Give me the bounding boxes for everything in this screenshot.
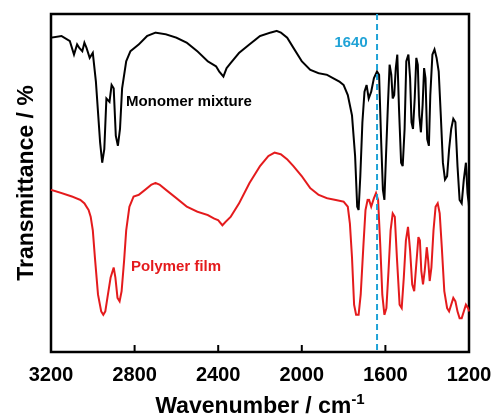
series-label-polymer-film: Polymer film	[131, 258, 221, 275]
x-axis-tick-labels: 3200 2800 2400 2000 1600 1200	[29, 364, 492, 386]
series-line-polymer-film	[50, 151, 470, 320]
y-axis-title: Transmittance / %	[12, 85, 38, 281]
x-axis-tick-label: 2400	[196, 364, 241, 386]
x-axis-title: Wavenumber / cm-1	[155, 391, 364, 418]
reference-line-label: 1640	[334, 34, 367, 51]
x-axis-tick-label: 3200	[29, 364, 74, 386]
x-axis-ticks	[50, 345, 470, 352]
x-axis-tick-label: 2800	[112, 364, 157, 386]
x-axis-title-superscript: -1	[351, 391, 364, 408]
x-axis-tick-label: 1600	[363, 364, 408, 386]
series-line-monomer-mixture	[50, 29, 470, 211]
plot-area-frame	[49, 12, 471, 354]
x-axis-tick-label: 2000	[280, 364, 325, 386]
x-axis-tick-label: 1200	[447, 364, 492, 386]
series-label-monomer-mixture: Monomer mixture	[126, 93, 252, 110]
